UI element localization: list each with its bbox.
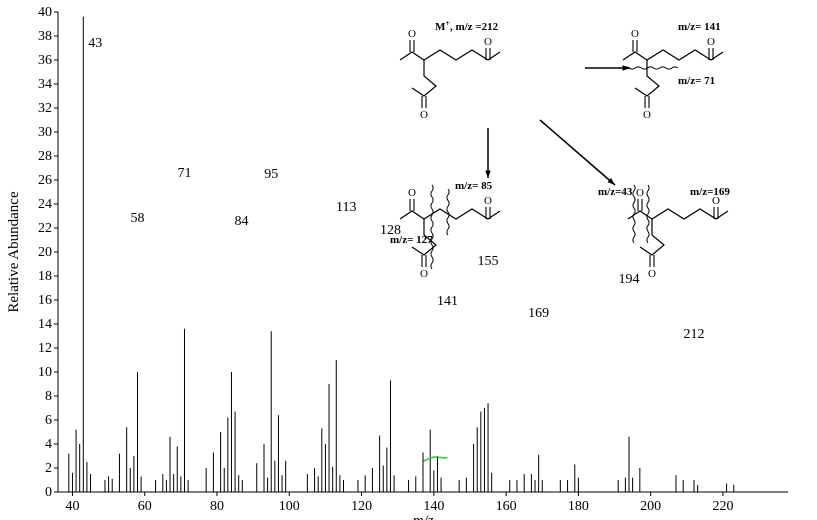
svg-text:20: 20 [38, 245, 52, 260]
svg-text:100: 100 [279, 499, 300, 514]
svg-text:14: 14 [38, 317, 52, 332]
label-85: m/z= 85 [455, 180, 493, 192]
label-43: m/z=43 [598, 186, 633, 198]
svg-text:16: 16 [38, 293, 52, 308]
svg-text:40: 40 [38, 5, 52, 20]
peak-label: 141 [437, 294, 458, 309]
svg-text:O: O [636, 187, 644, 199]
svg-text:O: O [631, 28, 639, 40]
peak-label: 155 [478, 254, 499, 269]
svg-text:10: 10 [38, 365, 52, 380]
svg-text:32: 32 [38, 101, 52, 116]
peak-label: 84 [234, 214, 248, 229]
peak-label: 58 [131, 211, 145, 226]
svg-text:4: 4 [45, 437, 52, 452]
svg-text:36: 36 [38, 53, 52, 68]
label-141: m/z= 141 [678, 21, 721, 33]
peak-label: 71 [177, 166, 191, 181]
svg-text:24: 24 [38, 197, 52, 212]
svg-text:40: 40 [65, 499, 79, 514]
marker-caret [423, 457, 447, 461]
svg-text:O: O [643, 109, 651, 121]
svg-text:160: 160 [496, 499, 517, 514]
parent-label: M+, m/z =212 [435, 19, 499, 33]
peak-label: 212 [684, 327, 705, 342]
svg-text:O: O [648, 268, 656, 280]
svg-text:O: O [484, 195, 492, 207]
frag-43-169: OOOm/z=43m/z=169 [598, 185, 730, 280]
svg-text:220: 220 [712, 499, 733, 514]
svg-text:28: 28 [38, 149, 52, 164]
label-169: m/z=169 [690, 186, 730, 198]
svg-text:26: 26 [38, 173, 52, 188]
svg-text:34: 34 [38, 77, 52, 92]
y-axis-label: Relative Abundance [6, 191, 22, 313]
svg-text:140: 140 [423, 499, 444, 514]
peak-label: 43 [88, 36, 102, 51]
svg-text:2: 2 [45, 461, 52, 476]
peak-label: 169 [528, 306, 549, 321]
spectrum-svg: 0246810121416182022242628303234363840406… [0, 0, 817, 520]
svg-text:60: 60 [138, 499, 152, 514]
frag-141-71: O O Om/z= 141 m/z= 71 [623, 21, 723, 121]
svg-text:38: 38 [38, 29, 52, 44]
svg-text:22: 22 [38, 221, 52, 236]
svg-text:18: 18 [38, 269, 52, 284]
svg-text:O: O [408, 28, 416, 40]
svg-text:30: 30 [38, 125, 52, 140]
peak-label: 113 [336, 200, 356, 215]
peak-label: 194 [618, 272, 639, 287]
svg-text:O: O [420, 268, 428, 280]
frag-parent: O O O M+, m/z =212 [400, 19, 500, 121]
svg-text:200: 200 [640, 499, 661, 514]
svg-text:O: O [408, 187, 416, 199]
svg-text:6: 6 [45, 413, 52, 428]
svg-text:O: O [484, 36, 492, 48]
svg-text:0: 0 [45, 485, 52, 500]
svg-text:12: 12 [38, 341, 52, 356]
svg-text:80: 80 [210, 499, 224, 514]
svg-text:120: 120 [351, 499, 372, 514]
svg-text:O: O [707, 36, 715, 48]
arrow [540, 120, 615, 185]
label-71: m/z= 71 [678, 75, 715, 87]
svg-text:180: 180 [568, 499, 589, 514]
svg-text:O: O [420, 109, 428, 121]
peak-label: 95 [264, 167, 278, 182]
label-127: m/z= 127 [390, 234, 433, 246]
svg-text:8: 8 [45, 389, 52, 404]
mass-spectrum: 0246810121416182022242628303234363840406… [0, 0, 817, 520]
x-axis-label: m/z [413, 513, 434, 520]
